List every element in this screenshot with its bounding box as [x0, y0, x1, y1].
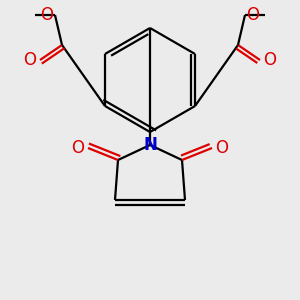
Text: O: O — [215, 139, 229, 157]
Text: O: O — [40, 6, 53, 24]
Text: N: N — [143, 136, 157, 154]
Text: O: O — [247, 6, 260, 24]
Text: O: O — [263, 51, 277, 69]
Text: O: O — [71, 139, 85, 157]
Text: O: O — [23, 51, 37, 69]
